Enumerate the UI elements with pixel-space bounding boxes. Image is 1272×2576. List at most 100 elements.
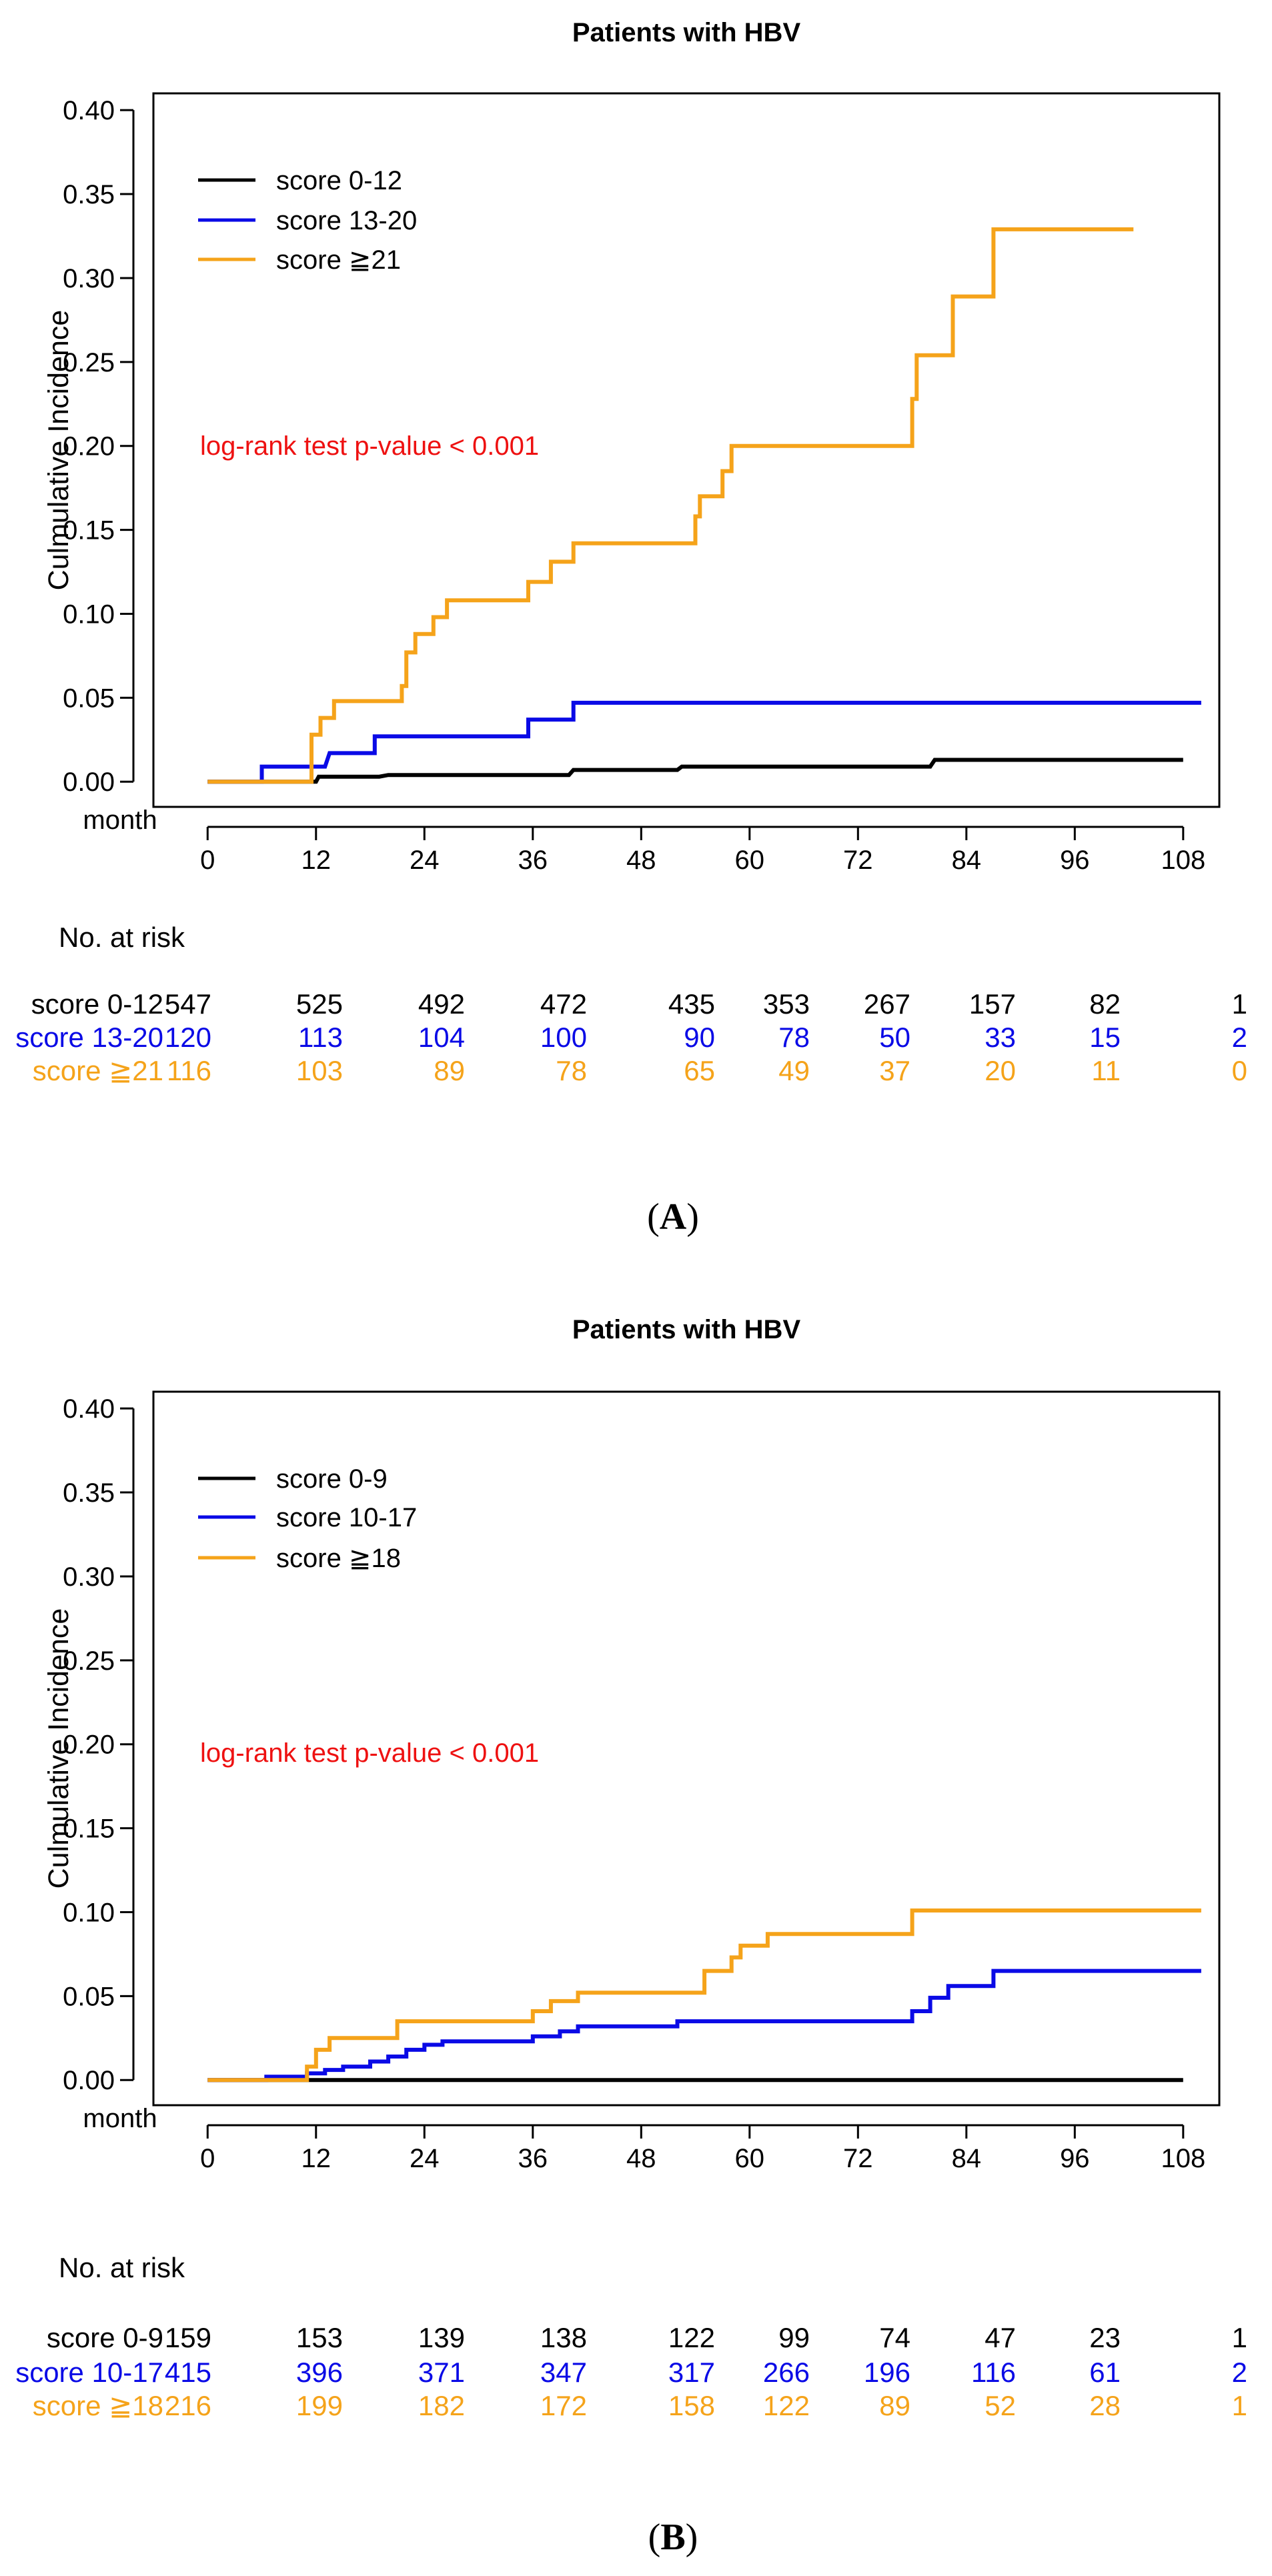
x-tick-label: 48 — [626, 2144, 656, 2173]
risk-row-label: score 10-17 — [15, 2357, 163, 2388]
risk-table-title: No. at risk — [59, 922, 185, 953]
series-line-3 — [207, 1908, 1201, 2083]
x-tick-label: 48 — [626, 846, 656, 875]
risk-value: 74 — [879, 2322, 910, 2353]
y-tick-label: 0.00 — [63, 768, 115, 797]
risk-value: 122 — [668, 2322, 715, 2353]
y-tick-label: 0.30 — [63, 1562, 115, 1592]
x-tick-label: 72 — [843, 846, 873, 875]
risk-value: 122 — [763, 2390, 810, 2421]
y-tick-label: 0.15 — [63, 516, 115, 545]
risk-value: 47 — [985, 2322, 1016, 2353]
risk-value: 2 — [1232, 2357, 1247, 2388]
series-line-1 — [207, 758, 1183, 784]
x-tick-label: 24 — [410, 846, 440, 875]
x-tick-label: 60 — [735, 846, 765, 875]
risk-value: 435 — [668, 988, 715, 1020]
y-tick-label: 0.40 — [63, 1394, 115, 1424]
risk-value: 1 — [1232, 2322, 1247, 2353]
caption-close-paren: ) — [686, 1196, 699, 1238]
risk-value: 199 — [296, 2390, 343, 2421]
risk-value: 78 — [556, 1055, 587, 1086]
risk-value: 100 — [540, 1022, 587, 1053]
y-tick-label: 0.00 — [63, 2066, 115, 2095]
x-tick-label: 0 — [200, 846, 215, 875]
y-tick-label: 0.35 — [63, 1478, 115, 1508]
legend-label: score 0-12 — [276, 166, 402, 195]
risk-value: 20 — [985, 1055, 1016, 1086]
plot-frame — [152, 1390, 1221, 2107]
risk-value: 371 — [418, 2357, 465, 2388]
x-tick-label: 0 — [200, 2144, 215, 2173]
risk-value: 157 — [969, 988, 1016, 1020]
risk-value: 50 — [879, 1022, 910, 1053]
risk-value: 103 — [296, 1055, 343, 1086]
risk-value: 49 — [778, 1055, 810, 1086]
risk-value: 0 — [1232, 1055, 1247, 1086]
series-line-3 — [207, 227, 1134, 784]
y-tick-label: 0.30 — [63, 264, 115, 293]
chart-title: Patients with HBV — [572, 18, 801, 47]
risk-value: 266 — [763, 2357, 810, 2388]
risk-value: 153 — [296, 2322, 343, 2353]
risk-value: 61 — [1089, 2357, 1121, 2388]
legend-label: score ≧18 — [276, 1544, 401, 1573]
caption-close-paren: ) — [686, 2517, 698, 2558]
risk-value: 1 — [1232, 2390, 1247, 2421]
risk-value: 472 — [540, 988, 587, 1020]
risk-value: 159 — [165, 2322, 211, 2353]
risk-value: 78 — [778, 1022, 810, 1053]
caption-letter: B — [660, 2517, 685, 2558]
risk-value: 525 — [296, 988, 343, 1020]
risk-value: 138 — [540, 2322, 587, 2353]
risk-value: 396 — [296, 2357, 343, 2388]
y-tick-label: 0.10 — [63, 599, 115, 629]
risk-value: 89 — [879, 2390, 910, 2421]
risk-value: 196 — [864, 2357, 910, 2388]
risk-row-label: score ≧18 — [33, 2390, 163, 2421]
y-tick-label: 0.05 — [63, 684, 115, 713]
risk-value: 116 — [971, 2357, 1016, 2388]
risk-value: 33 — [985, 1022, 1016, 1053]
chart-title: Patients with HBV — [572, 1315, 801, 1344]
y-tick-label: 0.15 — [63, 1814, 115, 1844]
y-tick-label: 0.35 — [63, 180, 115, 209]
risk-value: 52 — [985, 2390, 1016, 2421]
risk-value: 415 — [165, 2357, 211, 2388]
risk-row-label: score 0-9 — [47, 2322, 163, 2353]
risk-table-title: No. at risk — [59, 2252, 185, 2283]
y-axis-label: Culmulative Incidence — [43, 1608, 75, 1889]
risk-value: 113 — [298, 1022, 343, 1053]
log-rank-annotation: log-rank test p-value < 0.001 — [200, 431, 539, 461]
risk-value: 317 — [668, 2357, 715, 2388]
x-tick-label: 96 — [1060, 846, 1090, 875]
x-tick-label: 72 — [843, 2144, 873, 2173]
risk-value: 104 — [418, 1022, 465, 1053]
x-axis-label: month — [83, 2104, 157, 2133]
risk-value: 353 — [763, 988, 810, 1020]
risk-value: 65 — [684, 1055, 715, 1086]
caption-letter: A — [660, 1196, 687, 1238]
risk-value: 1 — [1232, 988, 1247, 1020]
y-tick-label: 0.10 — [63, 1898, 115, 1927]
risk-value: 347 — [540, 2357, 587, 2388]
risk-value: 172 — [540, 2390, 587, 2421]
y-tick-label: 0.25 — [63, 348, 115, 377]
y-tick-label: 0.25 — [63, 1646, 115, 1676]
x-tick-label: 84 — [952, 846, 982, 875]
plot-frame — [152, 92, 1221, 808]
risk-value: 158 — [668, 2390, 715, 2421]
risk-value: 492 — [418, 988, 465, 1020]
x-tick-label: 36 — [518, 2144, 548, 2173]
risk-value: 23 — [1089, 2322, 1121, 2353]
risk-value: 89 — [434, 1055, 465, 1086]
x-axis-label: month — [83, 806, 157, 835]
y-tick-label: 0.20 — [63, 1730, 115, 1760]
y-tick-label: 0.40 — [63, 96, 115, 125]
caption-open-paren: ( — [648, 2517, 661, 2558]
y-axis-label: Culmulative Incidence — [43, 310, 75, 591]
risk-value: 139 — [418, 2322, 465, 2353]
risk-value: 28 — [1089, 2390, 1121, 2421]
x-tick-label: 60 — [735, 2144, 765, 2173]
risk-row-label: score 13-20 — [15, 1022, 163, 1053]
